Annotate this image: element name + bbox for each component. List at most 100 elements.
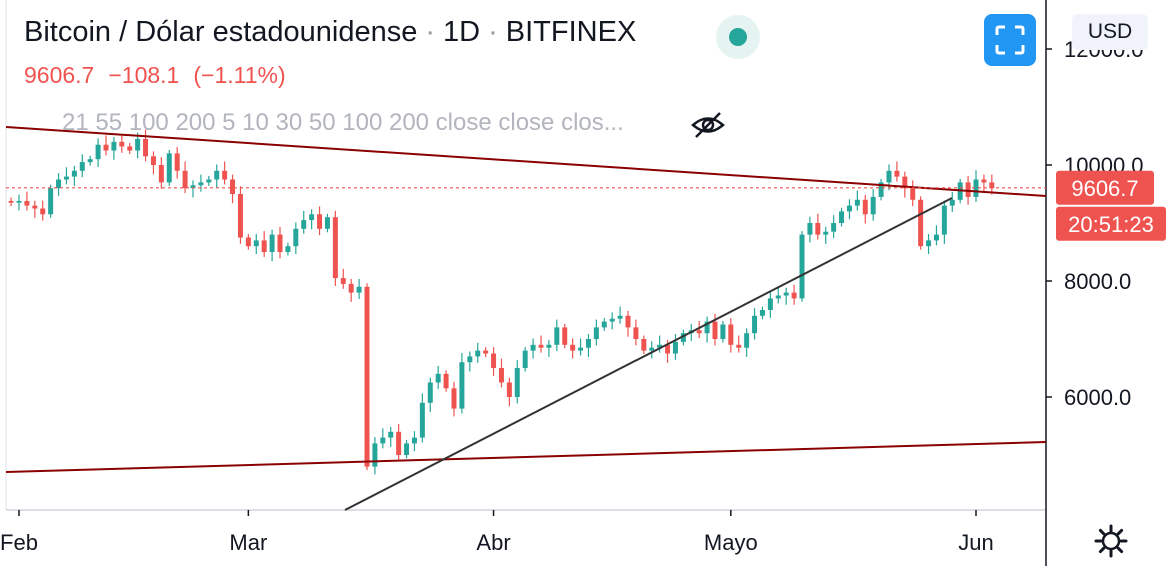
candle-body — [111, 141, 117, 151]
candle-body — [965, 182, 971, 197]
candle-body — [846, 205, 852, 212]
countdown-tag — [1056, 206, 1166, 241]
candle-body — [728, 324, 734, 345]
countdown-tag-label: 20:51:23 — [1068, 212, 1154, 237]
candle-body — [443, 373, 449, 389]
last-price-tag-label: 9606.7 — [1071, 176, 1138, 201]
price-change-percent: (−1.11%) — [193, 62, 286, 88]
settings-gear-icon[interactable] — [1094, 524, 1128, 558]
candle-body — [949, 199, 955, 206]
separator-2: · — [488, 16, 498, 48]
candle-body — [261, 240, 267, 252]
candle-body — [862, 199, 868, 215]
candle-body — [791, 292, 797, 299]
x-tick-label: Jun — [958, 530, 993, 555]
candle-body — [71, 170, 77, 177]
candle-body — [309, 214, 315, 221]
candle-body — [759, 310, 765, 316]
symbol-name: Bitcoin / Dólar estadounidense — [24, 16, 418, 48]
candle-body — [190, 185, 196, 189]
candle-body — [483, 350, 489, 354]
currency-button[interactable]: USD — [1072, 14, 1148, 50]
candle-body — [467, 356, 473, 363]
candle-body — [237, 194, 243, 238]
candle-body — [380, 437, 386, 444]
price-change: −108.1 — [108, 62, 180, 88]
candle-body — [823, 231, 829, 235]
candle-body — [506, 382, 512, 397]
candle-body — [522, 350, 528, 368]
candle-body — [103, 144, 109, 151]
candle-body — [578, 347, 584, 351]
x-tick-label: Feb — [0, 530, 38, 555]
candle-body — [206, 179, 212, 183]
candle-body — [32, 205, 38, 209]
candle-body — [807, 223, 813, 235]
candle-body — [24, 200, 30, 206]
x-tick-label: Mayo — [704, 530, 758, 555]
candle-body — [744, 333, 750, 348]
interval-label: 1D — [443, 16, 481, 48]
candle-body — [198, 182, 204, 186]
candle-body — [736, 344, 742, 348]
candle-body — [783, 292, 789, 296]
candle-body — [910, 188, 916, 200]
hide-indicators-icon[interactable] — [690, 110, 726, 140]
candle-body — [839, 211, 845, 223]
symbol-header[interactable]: Bitcoin / Dólar estadounidense · 1D · BITFIN… — [24, 16, 636, 49]
exchange-label: BITFINEX — [505, 16, 637, 48]
candle-body — [641, 339, 647, 351]
candle-body — [696, 330, 702, 334]
candle-body — [570, 344, 576, 351]
upper-resistance-line — [5, 126, 1047, 197]
candle-body — [538, 344, 544, 348]
x-tick-label: Abr — [476, 530, 510, 555]
candle-body — [182, 170, 188, 189]
fullscreen-button[interactable] — [984, 14, 1036, 66]
candle-body — [222, 170, 228, 180]
candle-body — [878, 182, 884, 197]
candle-body — [498, 368, 504, 383]
candle-body — [214, 170, 220, 180]
candle-body — [720, 324, 726, 339]
candle-body — [767, 298, 773, 310]
candle-body — [894, 170, 900, 177]
candle-body — [649, 347, 655, 351]
candle-body — [48, 188, 54, 215]
candle-body — [625, 315, 631, 328]
candle-body — [475, 350, 481, 357]
candle-body — [419, 402, 425, 438]
candle-body — [451, 388, 457, 409]
candle-body — [348, 283, 354, 293]
candle-body — [293, 228, 299, 247]
market-open-dot — [729, 28, 747, 46]
candle-body — [617, 315, 623, 319]
candle-body — [752, 315, 758, 334]
candle-body — [514, 368, 520, 397]
market-status-icon[interactable] — [716, 15, 760, 59]
candle-body — [981, 179, 987, 183]
candle-body — [16, 200, 22, 203]
candle-body — [127, 146, 133, 151]
candle-body — [918, 199, 924, 247]
candle-body — [831, 223, 837, 232]
candle-body — [657, 344, 663, 348]
candle-body — [704, 321, 710, 334]
candle-body — [56, 179, 62, 189]
candle-body — [593, 327, 599, 339]
candle-body — [388, 431, 394, 438]
candle-body — [158, 165, 164, 183]
candle-body — [166, 153, 172, 183]
candle-body — [775, 295, 781, 299]
last-price: 9606.7 — [24, 62, 95, 88]
indicators-legend[interactable]: 21 55 100 200 5 10 30 50 100 200 close c… — [62, 109, 624, 136]
candle-body — [317, 214, 323, 229]
candle-body — [585, 339, 591, 348]
candle-body — [411, 437, 417, 444]
candle-body — [245, 237, 251, 247]
candle-body — [870, 196, 876, 215]
candle-body — [902, 176, 908, 189]
candle-body — [332, 217, 338, 279]
